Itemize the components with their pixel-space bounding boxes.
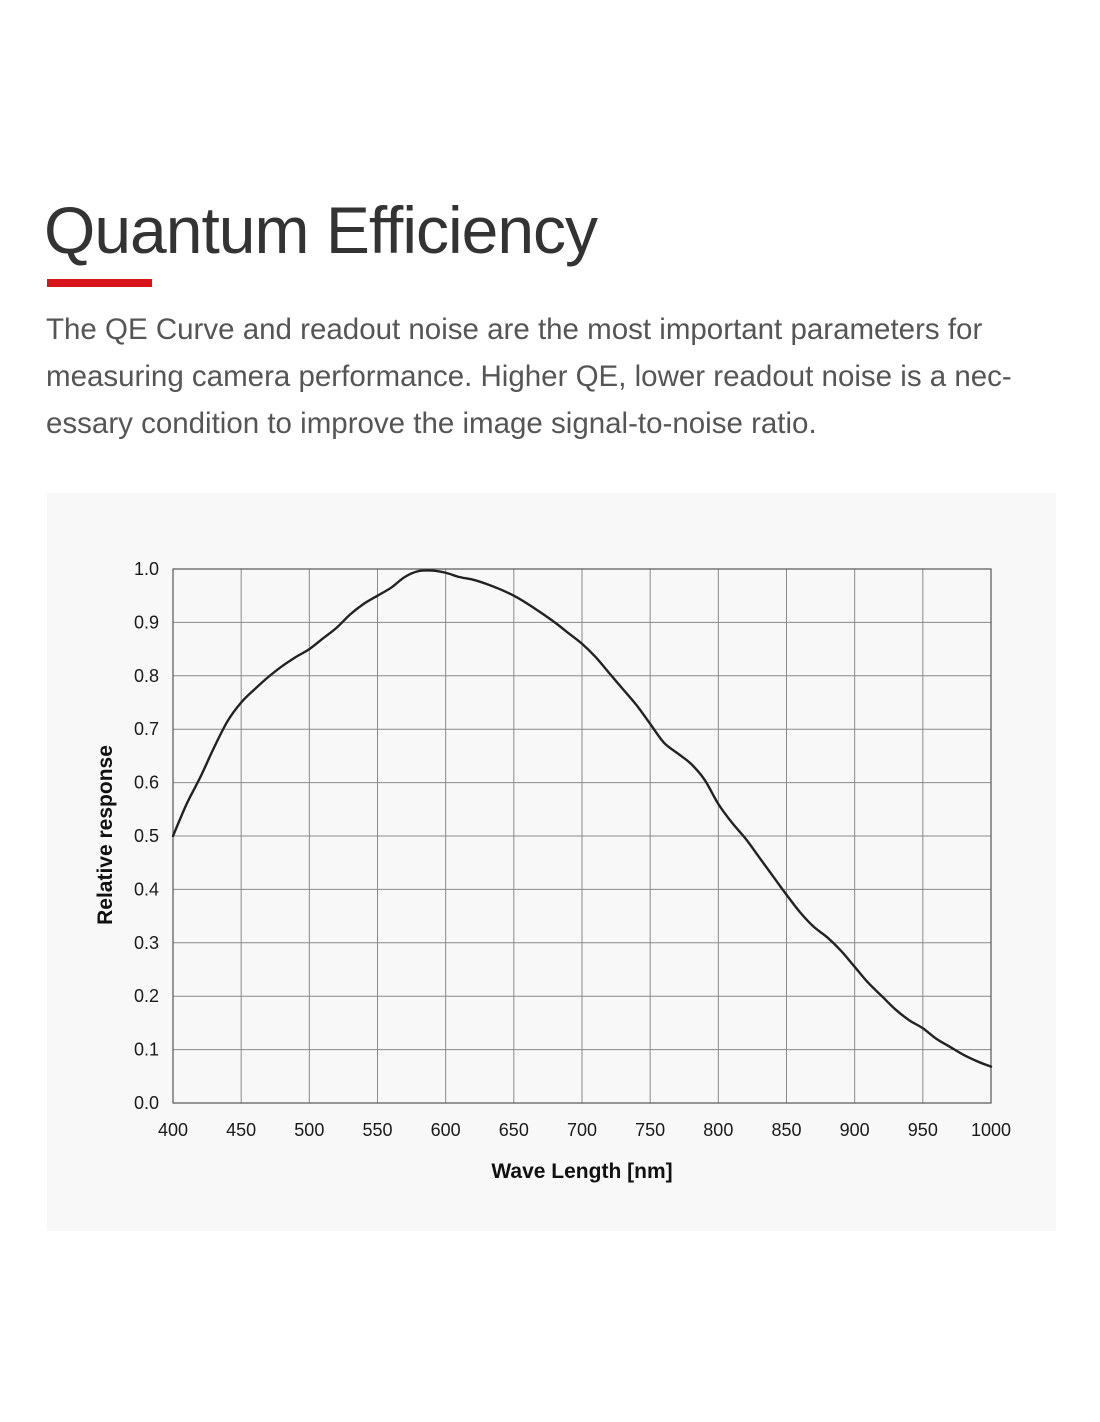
x-tick-label: 600 <box>431 1120 461 1140</box>
x-tick-label: 900 <box>840 1120 870 1140</box>
x-tick-label: 500 <box>294 1120 324 1140</box>
y-tick-label: 1.0 <box>134 559 159 579</box>
x-tick-label: 950 <box>908 1120 938 1140</box>
y-tick-label: 0.2 <box>134 986 159 1006</box>
x-tick-label: 800 <box>703 1120 733 1140</box>
x-tick-label: 550 <box>362 1120 392 1140</box>
y-tick-label: 0.1 <box>134 1040 159 1060</box>
x-axis-title: Wave Length [nm] <box>491 1160 672 1183</box>
qe-chart: 400 450 500 550 600 650 700 750 800 850 900 950 1000… <box>94 559 1011 1183</box>
chart-grid <box>172 568 992 1104</box>
y-tick-label: 0.5 <box>134 826 159 846</box>
y-tick-label: 0.9 <box>134 612 159 632</box>
qe-chart-panel: 400 450 500 550 600 650 700 750 800 850 900 950 1000… <box>47 493 1056 1231</box>
title-underline <box>47 279 152 287</box>
y-axis-title: Relative response <box>94 745 117 925</box>
x-tick-label: 700 <box>567 1120 597 1140</box>
x-tick-label: 750 <box>635 1120 665 1140</box>
y-tick-labels: 0.0 0.1 0.2 0.3 0.4 0.5 0.6 0.7 0.8 0.9 1.0 <box>134 559 159 1113</box>
x-tick-label: 400 <box>158 1120 188 1140</box>
page-title: Quantum Efficiency <box>44 193 598 267</box>
y-tick-label: 0.3 <box>134 933 159 953</box>
x-tick-label: 650 <box>499 1120 529 1140</box>
qe-curve-line <box>171 569 993 1068</box>
y-tick-label: 0.6 <box>134 773 159 793</box>
y-tick-label: 0.4 <box>134 879 159 899</box>
intro-paragraph: The QE Curve and readout noise are the m… <box>46 313 1012 440</box>
x-tick-label: 450 <box>226 1120 256 1140</box>
y-tick-label: 0.0 <box>134 1093 159 1113</box>
y-tick-label: 0.7 <box>134 719 159 739</box>
y-tick-label: 0.8 <box>134 666 159 686</box>
data-series <box>171 569 993 1068</box>
x-tick-labels: 400 450 500 550 600 650 700 750 800 850 900 950 1000 <box>158 1120 1011 1140</box>
x-tick-label: 1000 <box>971 1120 1011 1140</box>
x-tick-label: 850 <box>771 1120 801 1140</box>
